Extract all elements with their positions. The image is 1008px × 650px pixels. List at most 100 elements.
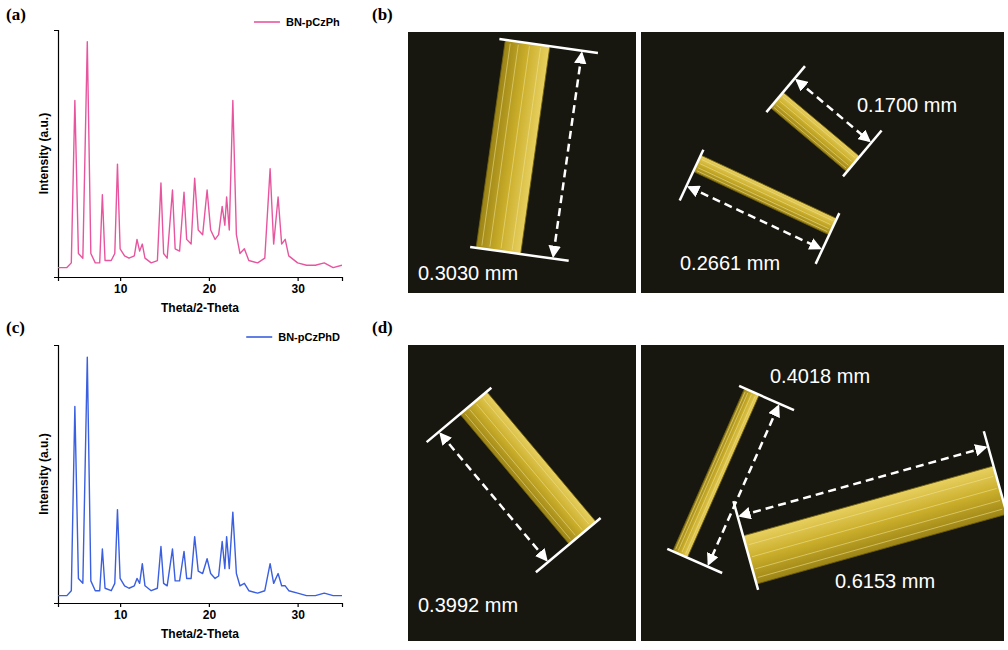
crystal-striation: [477, 404, 582, 530]
crystal-body: [743, 466, 1004, 584]
crystal-body: [476, 40, 550, 254]
legend-item: BN-pCzPhD: [246, 331, 340, 343]
extension-line: [499, 39, 598, 53]
crystal: [460, 392, 596, 545]
crystal-striation: [676, 392, 745, 549]
legend: BN-pCzPhD: [246, 331, 340, 343]
x-tick: 30: [291, 277, 305, 296]
dimension-line: [553, 54, 581, 256]
measurement-label: 0.6153 mm: [835, 570, 935, 592]
x-tick: 30: [291, 603, 305, 622]
crystal-body: [673, 388, 759, 557]
measurement-label: 0.3992 mm: [418, 594, 518, 616]
x-tick-label: 10: [114, 282, 128, 296]
photo-content: [667, 386, 1004, 590]
photo-content: [427, 388, 601, 573]
extension-line: [816, 213, 840, 264]
photo-background: [408, 32, 636, 293]
xrd-line: [58, 42, 342, 268]
x-tick-label: 10: [114, 608, 128, 622]
crystal-striation: [465, 414, 570, 540]
legend-item: BN-pCzPh: [254, 16, 340, 28]
plot-area: [58, 357, 342, 595]
crystal-striation: [698, 168, 829, 229]
photo-panel: (b) 0.3030 mm 0.1700 mm 0.2661 mm: [372, 5, 1004, 293]
x-tick: 20: [203, 277, 217, 296]
photo-background: [408, 345, 636, 641]
y-axis: [54, 346, 59, 604]
crystal-striation: [686, 396, 755, 553]
crystal-striation: [482, 44, 510, 246]
photo-background: [641, 32, 1004, 293]
crystal-striation: [700, 164, 831, 225]
photo: 0.1700 mm 0.2661 mm: [641, 32, 1004, 293]
measurement-label: 0.1700 mm: [857, 94, 957, 116]
x-axis-title: Theta/2-Theta: [161, 301, 239, 315]
crystal-striation: [678, 393, 747, 550]
x-tick-mark: [298, 277, 299, 281]
xrd-panel: (c)102030Theta/2-ThetaIntensity (a.u.)BN…: [6, 318, 343, 641]
crystal-striation: [749, 476, 994, 544]
legend-label: BN-pCzPh: [286, 16, 340, 28]
x-axis-line: [59, 278, 343, 282]
x-axis-title: Theta/2-Theta: [161, 627, 239, 641]
legend-swatch: [254, 21, 280, 23]
crystal-body: [460, 392, 596, 545]
y-axis-line: [54, 31, 59, 278]
panel-label: (c): [6, 318, 25, 337]
extension-line: [680, 150, 704, 201]
extension-line: [766, 66, 805, 112]
xrd-line: [58, 357, 342, 595]
legend: BN-pCzPh: [254, 16, 340, 28]
extension-line: [984, 431, 1004, 520]
photo: 0.3992 mm: [408, 345, 636, 641]
extension-line: [427, 388, 492, 442]
crystal-striation: [783, 97, 855, 157]
crystal: [673, 388, 759, 557]
extension-line: [739, 386, 794, 410]
dimension-line: [741, 448, 986, 516]
x-axis: 10 20 30: [59, 603, 343, 622]
crystal-striation: [470, 410, 575, 536]
y-axis: [54, 31, 59, 278]
x-tick-mark: [120, 277, 121, 281]
crystal-striation: [780, 101, 852, 161]
panel-label: (a): [6, 5, 26, 24]
measurement-label: 0.2661 mm: [680, 252, 780, 274]
dimension-line: [689, 187, 820, 248]
panel-label: (b): [372, 5, 393, 24]
x-tick-label: 20: [203, 608, 217, 622]
crystal-striation: [774, 108, 846, 168]
measurement-label: 0.3030 mm: [418, 262, 518, 284]
figure: (a) 10 20 30 Theta/2-Theta Intensity (a.u.) BN…: [0, 0, 1008, 650]
dimension-line: [441, 434, 546, 560]
x-tick-mark: [120, 603, 121, 607]
extension-line: [843, 130, 882, 176]
x-axis: 10 20 30: [59, 277, 343, 296]
x-tick-mark: [298, 603, 299, 607]
x-tick-mark: [209, 603, 210, 607]
x-tick-label: 20: [203, 282, 217, 296]
x-tick: 20: [203, 603, 217, 622]
x-tick: 10: [114, 603, 128, 622]
crystal-striation: [758, 509, 1003, 577]
x-tick-label: 30: [291, 282, 305, 296]
y-axis-title: Intensity (a.u.): [37, 113, 51, 194]
crystal-striation: [512, 48, 540, 250]
crystal: [476, 40, 550, 254]
x-tick-mark: [209, 277, 210, 281]
photo: 0.4018 mm 0.6153 mm: [641, 345, 1008, 641]
crystal: [743, 466, 1004, 584]
plot-area: [58, 42, 342, 268]
measurement-label: 0.4018 mm: [770, 365, 870, 387]
x-tick-label: 30: [291, 608, 305, 622]
y-axis-line: [54, 346, 59, 604]
extension-line: [536, 518, 601, 572]
legend-swatch: [246, 336, 272, 338]
crystal-body: [770, 92, 859, 172]
legend-label: BN-pCzPhD: [278, 331, 340, 343]
crystal-striation: [702, 160, 833, 221]
xrd-panel: (a) 10 20 30 Theta/2-Theta Intensity (a.u.) BN…: [6, 5, 343, 315]
panel-label: (d): [372, 318, 393, 337]
crystal-striation: [755, 500, 1000, 568]
